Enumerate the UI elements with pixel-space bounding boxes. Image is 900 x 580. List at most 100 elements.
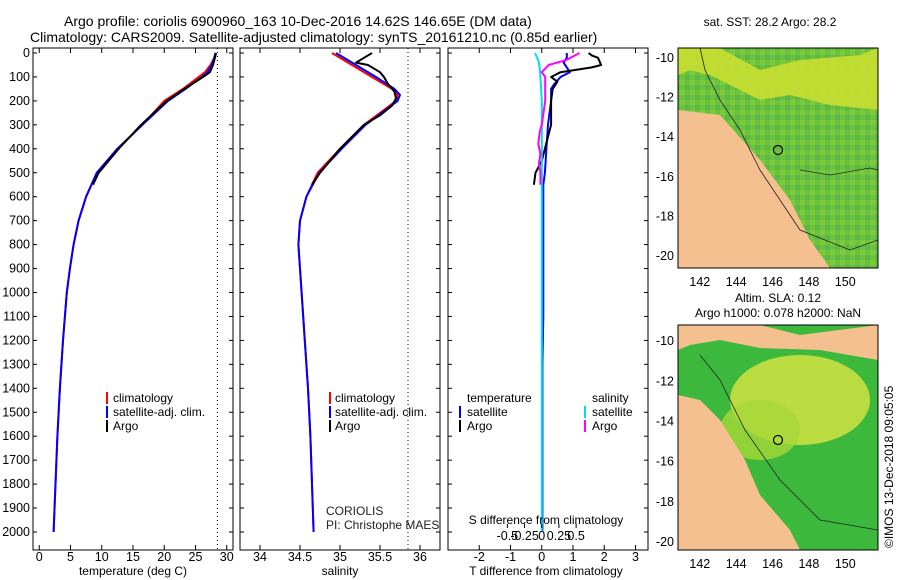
difference-series-s-argo: [537, 52, 581, 185]
temperature-xtick-label: 15: [126, 550, 140, 564]
temperature-plot: [52, 48, 218, 550]
legend-swatch-climatology: [329, 392, 331, 404]
difference-xtick-label: -1: [505, 550, 516, 564]
difference-xtick-label: 1: [570, 550, 577, 564]
salinity-xtick-label: 34.5: [288, 550, 312, 564]
sst-isobath-2: [799, 167, 878, 176]
legend-swatch-climatology: [106, 392, 108, 404]
salinity-series-argo: [311, 52, 397, 186]
salinity-plot: [297, 48, 409, 550]
s-difference-xtick-label: -0.25: [510, 529, 539, 543]
legend-swatch-argo: [106, 420, 108, 432]
depth-tick-label: 0: [23, 46, 30, 60]
sla-map-ytick-label: -16: [656, 455, 674, 469]
difference-xtick-label: 0: [538, 550, 545, 564]
s-difference-xtick-label: 0.25: [547, 529, 571, 543]
sst-map-title: sat. SST: 28.2 Argo: 28.2: [704, 15, 837, 29]
difference-xtick-label: -2: [474, 550, 485, 564]
sla-map-ytick-label: -14: [656, 414, 674, 428]
legend-label-climatology: climatology: [113, 391, 173, 405]
sla-map: Altim. SLA: 0.12 Argo h1000: 0.078 h2000…: [677, 291, 879, 551]
title-line-1: Argo profile: coriolis 6900960_163 10-De…: [64, 13, 532, 29]
difference-xtick-label: 3: [632, 550, 639, 564]
legend-swatch-s-argo: [584, 420, 586, 432]
depth-tick-label: 1000: [2, 286, 30, 300]
sla-map-xtick-label: 144: [726, 557, 747, 571]
annotation-pi: PI: Christophe MAES: [326, 518, 439, 532]
sst-map-xtick-label: 146: [762, 275, 783, 289]
depth-tick-label: 100: [9, 70, 30, 84]
sla-map-title-1: Altim. SLA: 0.12: [735, 291, 821, 305]
sla-map-ytick-label: -20: [656, 535, 674, 549]
sst-map-ytick-label: -14: [656, 130, 674, 144]
sst-map-ytick-label: -18: [656, 209, 674, 223]
depth-tick-label: 1500: [2, 405, 30, 419]
sst-map-frame: [677, 47, 879, 269]
legend-swatch-t-satellite: [459, 406, 461, 418]
sst-argo-marker: [772, 144, 784, 156]
sla-map-frame: [677, 324, 879, 551]
sla-map-ytick-label: -12: [656, 374, 674, 388]
depth-tick-label: 600: [9, 190, 30, 204]
difference-legend: temperature satellite Argo salinity sate…: [459, 391, 633, 433]
depth-tick-label: 300: [9, 118, 30, 132]
difference-plot: [532, 52, 603, 532]
depth-tick-label: 1300: [2, 357, 30, 371]
salinity-xtick-label: 34: [253, 550, 267, 564]
sla-map-xtick-label: 142: [689, 557, 710, 571]
sla-map-title-2: Argo h1000: 0.078 h2000: NaN: [695, 306, 861, 320]
legend-title-temperature: temperature: [467, 391, 532, 405]
temperature-legend: climatology satellite-adj. clim. Argo: [106, 391, 205, 433]
axes: 0100200300400500600700800900100011001200…: [2, 46, 856, 571]
temperature-xtick-label: 10: [95, 550, 109, 564]
depth-tick-label: 1700: [2, 453, 30, 467]
sst-map-ytick-label: -16: [656, 170, 674, 184]
temperature-series-climatology: [52, 52, 217, 533]
difference-series-s-satellite: [533, 52, 543, 532]
temperature-series-satellite-adj--clim-: [52, 52, 217, 533]
salinity-series-climatology: [297, 52, 399, 533]
legend-label-s-argo: Argo: [592, 419, 618, 433]
legend-label-t-argo: Argo: [467, 419, 493, 433]
sla-argo-marker: [772, 434, 784, 446]
legend-label-t-satellite: satellite: [467, 405, 508, 419]
sst-map-xtick-label: 148: [798, 275, 819, 289]
sst-isobath: [699, 48, 878, 251]
salinity-xtick-label: 35.5: [368, 550, 392, 564]
sst-land: [678, 110, 830, 268]
depth-tick-label: 500: [9, 166, 30, 180]
temperature-xtick-label: 30: [220, 550, 234, 564]
depth-tick-label: 400: [9, 142, 30, 156]
legend-label-argo: Argo: [335, 419, 361, 433]
difference-xtick-label: 2: [601, 550, 608, 564]
depth-tick-label: 1900: [2, 501, 30, 515]
difference-series-t-satellite: [541, 53, 571, 532]
temperature-xtick-label: 5: [67, 550, 74, 564]
legend-label-s-satellite: satellite: [592, 405, 633, 419]
salinity-xlabel: salinity: [322, 564, 359, 578]
depth-tick-label: 200: [9, 94, 30, 108]
sst-map-xtick-label: 142: [689, 275, 710, 289]
sla-mid-region: [720, 400, 800, 460]
salinity-panel-frame: [239, 47, 441, 551]
difference-xlabel: T difference from climatology: [469, 564, 623, 578]
temperature-panel-frame: [32, 47, 234, 551]
s-difference-xtick-label: 0: [538, 529, 545, 543]
temperature-xtick-label: 25: [189, 550, 203, 564]
depth-tick-label: 2000: [2, 525, 30, 539]
sla-land: [678, 395, 800, 550]
legend-swatch-argo: [329, 420, 331, 432]
legend-swatch-satellite: [329, 406, 331, 418]
sla-map-ytick-label: -10: [656, 334, 674, 348]
sla-land-north: [678, 325, 878, 360]
depth-tick-label: 700: [9, 214, 30, 228]
depth-tick-label: 1800: [2, 477, 30, 491]
sst-map-xtick-label: 150: [835, 275, 856, 289]
temperature-series-argo: [92, 52, 218, 186]
temperature-xtick-label: 0: [36, 550, 43, 564]
sst-map-ytick-label: -12: [656, 91, 674, 105]
legend-swatch-satellite: [106, 406, 108, 418]
sst-map: sat. SST: 28.2 Argo: 28.2: [677, 15, 879, 269]
sla-map-ytick-label: -18: [656, 495, 674, 509]
